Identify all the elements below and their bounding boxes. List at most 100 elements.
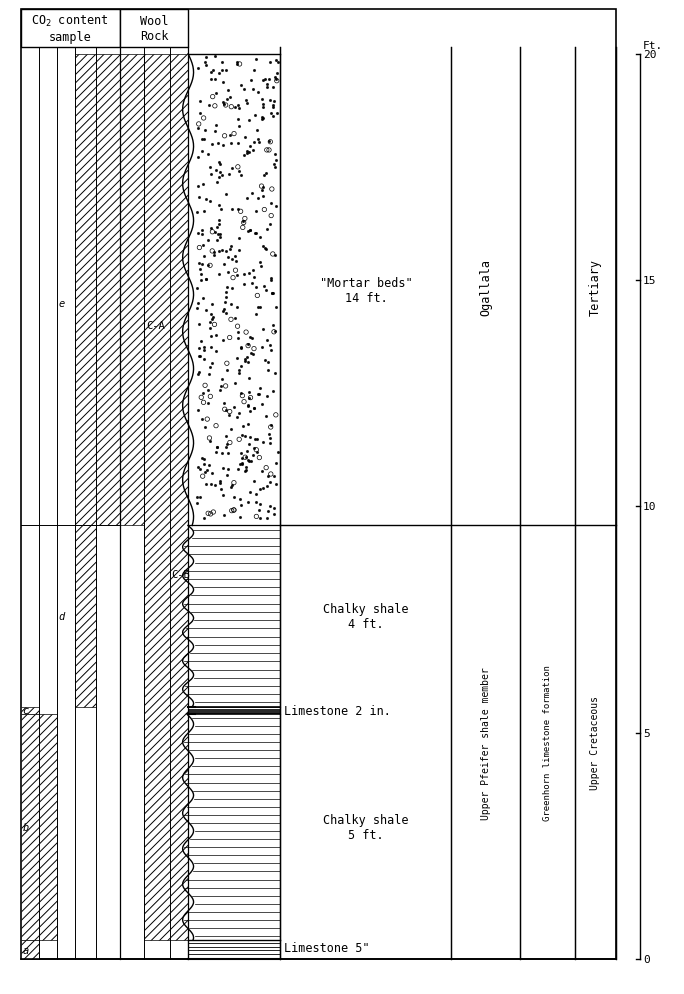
Point bbox=[218, 94, 228, 110]
Point bbox=[248, 441, 259, 457]
Point bbox=[204, 367, 215, 383]
Point bbox=[232, 57, 243, 73]
Point bbox=[228, 270, 239, 286]
Point bbox=[227, 478, 238, 494]
Polygon shape bbox=[183, 714, 280, 940]
Point bbox=[259, 278, 269, 294]
Point bbox=[269, 94, 280, 110]
Point bbox=[268, 157, 279, 173]
Point bbox=[248, 401, 259, 416]
Point bbox=[272, 106, 282, 122]
Point bbox=[192, 205, 203, 221]
Point bbox=[206, 477, 217, 493]
Point bbox=[193, 61, 204, 77]
Point bbox=[265, 217, 276, 233]
Point bbox=[270, 72, 281, 87]
Text: Upper Cretaceous: Upper Cretaceous bbox=[590, 696, 600, 789]
Point bbox=[254, 510, 265, 526]
Point bbox=[207, 225, 218, 241]
Point bbox=[231, 300, 242, 316]
Point bbox=[197, 143, 208, 159]
Point bbox=[261, 242, 272, 257]
Point bbox=[220, 402, 231, 417]
Point bbox=[202, 147, 213, 163]
Point bbox=[205, 389, 216, 405]
Point bbox=[256, 463, 267, 479]
Point bbox=[197, 177, 208, 193]
Point bbox=[252, 122, 263, 138]
Point bbox=[271, 300, 282, 316]
Point bbox=[205, 329, 216, 345]
Point bbox=[213, 155, 224, 171]
Point bbox=[219, 97, 230, 113]
Point bbox=[256, 91, 267, 107]
Point bbox=[205, 507, 216, 523]
Point bbox=[192, 490, 202, 506]
Point bbox=[233, 160, 244, 176]
Point bbox=[218, 137, 228, 153]
Point bbox=[215, 230, 226, 246]
Point bbox=[192, 300, 202, 316]
Point bbox=[253, 131, 264, 147]
Point bbox=[205, 360, 215, 376]
Point bbox=[269, 248, 280, 263]
Point bbox=[202, 412, 213, 427]
Point bbox=[237, 456, 248, 472]
Point bbox=[256, 110, 267, 126]
Point bbox=[200, 378, 211, 394]
Text: Upper Pfeifer shale member: Upper Pfeifer shale member bbox=[481, 666, 490, 819]
Point bbox=[205, 258, 215, 274]
Point bbox=[252, 300, 263, 316]
Point bbox=[233, 119, 244, 135]
Point bbox=[198, 111, 209, 127]
Point bbox=[267, 286, 278, 302]
Point bbox=[233, 331, 244, 347]
Point bbox=[223, 445, 234, 461]
Point bbox=[206, 306, 217, 322]
Point bbox=[197, 257, 208, 273]
Point bbox=[259, 203, 269, 219]
Point bbox=[209, 98, 220, 114]
Point bbox=[194, 317, 205, 333]
Point bbox=[196, 334, 207, 350]
Point bbox=[263, 504, 274, 520]
Point bbox=[256, 111, 267, 127]
Point bbox=[267, 108, 278, 124]
Point bbox=[255, 259, 266, 275]
Point bbox=[208, 505, 219, 521]
Point bbox=[249, 107, 260, 123]
Text: CO$_2$ content
sample: CO$_2$ content sample bbox=[31, 14, 109, 44]
Point bbox=[235, 385, 246, 401]
Point bbox=[228, 475, 239, 491]
Point bbox=[200, 271, 211, 287]
Point bbox=[270, 199, 281, 215]
Point bbox=[218, 303, 229, 319]
Point bbox=[214, 170, 225, 186]
Point bbox=[248, 262, 259, 278]
Point bbox=[193, 403, 204, 418]
Point bbox=[217, 168, 228, 184]
Point bbox=[215, 475, 226, 491]
Point bbox=[254, 481, 265, 497]
Text: e: e bbox=[59, 298, 65, 308]
Point bbox=[246, 275, 257, 291]
Point bbox=[199, 419, 210, 435]
Point bbox=[241, 463, 252, 479]
Point bbox=[196, 132, 207, 148]
Bar bbox=[120, 10, 188, 48]
Point bbox=[248, 401, 259, 416]
Point bbox=[267, 384, 278, 400]
Point bbox=[242, 444, 253, 460]
Point bbox=[248, 134, 259, 150]
Point bbox=[241, 350, 252, 366]
Point bbox=[248, 142, 259, 158]
Point bbox=[198, 343, 209, 359]
Point bbox=[237, 389, 248, 405]
Point bbox=[217, 333, 228, 349]
Point bbox=[215, 164, 226, 180]
Point bbox=[250, 52, 261, 68]
Point bbox=[205, 160, 215, 176]
Point bbox=[232, 410, 243, 425]
Point bbox=[259, 167, 269, 183]
Point bbox=[231, 351, 242, 367]
